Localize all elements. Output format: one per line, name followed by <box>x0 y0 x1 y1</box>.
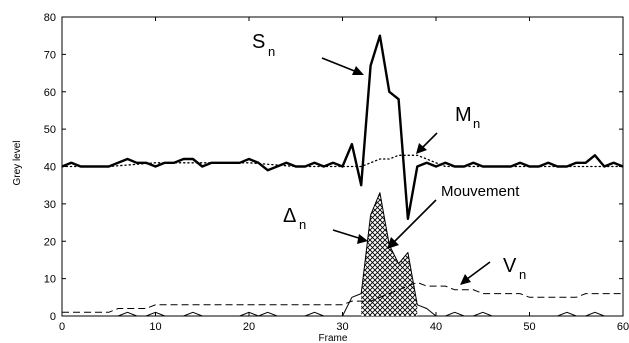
x-tick-label: 10 <box>149 321 161 333</box>
annotation-s-n-subscript: n <box>268 44 275 59</box>
annotation-delta-n: Δ n <box>283 205 368 244</box>
series-line-v-n <box>62 281 623 313</box>
x-axis-title: Frame <box>319 333 348 343</box>
series-line-n <box>62 192 623 317</box>
y-tick-label: 10 <box>44 274 56 286</box>
axis-ticks: 0 10 20 30 40 50 60 0 10 20 30 40 50 60 70 80 <box>44 12 629 333</box>
annotation-v-n-label: V <box>503 255 517 277</box>
annotation-delta-n-label: Δ <box>283 205 296 227</box>
annotation-mouvement-label: Mouvement <box>441 183 520 200</box>
delta-n-hatched-area <box>361 192 418 316</box>
annotation-m-n-arrowhead <box>416 143 427 154</box>
y-axis-title: Grey level <box>12 140 23 185</box>
y-tick-label: 60 <box>44 87 56 99</box>
y-tick-label: 30 <box>44 199 56 211</box>
annotation-m-n: M n <box>416 104 480 154</box>
x-tick-label: 60 <box>617 321 629 333</box>
x-tick-label: 50 <box>523 321 535 333</box>
y-tick-label: 80 <box>44 12 56 24</box>
series-line-s-n <box>61 34 624 221</box>
x-tick-label: 20 <box>243 321 255 333</box>
annotation-delta-n-subscript: n <box>299 217 306 232</box>
y-tick-label: 50 <box>44 124 56 136</box>
y-tick-label: 20 <box>44 236 56 248</box>
annotation-mouvement: Mouvement <box>387 183 520 249</box>
annotation-m-n-label: M <box>455 104 472 126</box>
annotation-mouvement-arrow <box>389 199 437 247</box>
y-tick-label: 70 <box>44 49 56 61</box>
annotation-v-n-arrowhead <box>460 274 471 285</box>
x-tick-label: 30 <box>336 321 348 333</box>
y-tick-label: 0 <box>50 311 56 323</box>
annotation-mouvement-arrowhead <box>387 237 399 249</box>
annotation-v-n-subscript: n <box>519 267 526 282</box>
series-layer <box>61 34 624 317</box>
annotation-s-n-arrowhead <box>352 66 364 75</box>
annotation-v-n: V n <box>460 255 526 285</box>
annotation-s-n: S n <box>252 31 364 75</box>
x-tick-label: 40 <box>430 321 442 333</box>
annotation-delta-n-arrowhead <box>357 234 368 244</box>
annotation-m-n-subscript: n <box>473 116 480 131</box>
annotation-s-n-label: S <box>252 31 265 53</box>
y-tick-label: 40 <box>44 162 56 174</box>
x-tick-label: 0 <box>59 321 65 333</box>
